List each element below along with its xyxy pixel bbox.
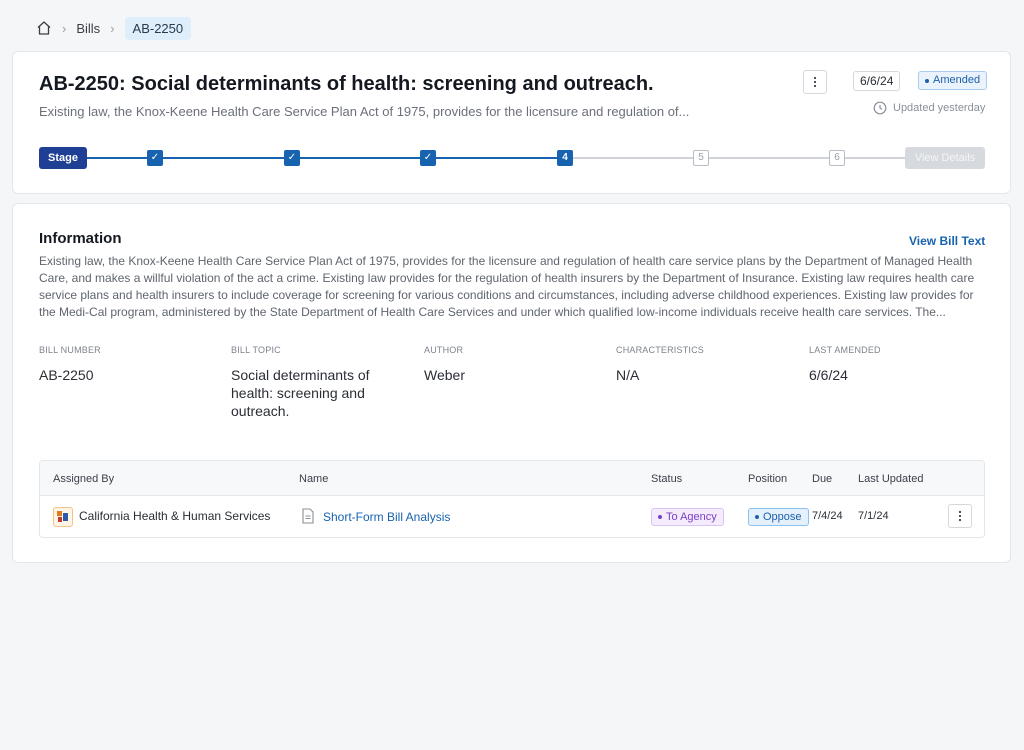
view-bill-text-link[interactable]: View Bill Text <box>909 234 986 248</box>
table-row[interactable]: California Health & Human Services Short… <box>40 496 984 537</box>
document-link[interactable]: Short-Form Bill Analysis <box>323 510 451 524</box>
field-value: N/A <box>616 367 640 383</box>
stage-step-4[interactable]: 4 <box>557 150 573 166</box>
field-author: AUTHOR Weber <box>424 345 594 384</box>
table-header: Assigned By Name Status Position Due Las… <box>40 461 984 496</box>
stage-step-6[interactable]: 6 <box>829 150 845 166</box>
document-icon <box>302 508 314 524</box>
position-label: Oppose <box>763 511 802 523</box>
updated-label: Updated yesterday <box>893 102 986 114</box>
progress-line-remaining <box>573 157 905 159</box>
last-updated-date: 7/1/24 <box>858 510 889 522</box>
field-value: Weber <box>424 367 465 383</box>
view-details-button[interactable]: View Details <box>905 147 985 169</box>
dot-icon <box>925 78 929 83</box>
due-date: 7/4/24 <box>812 510 843 522</box>
field-label: LAST AMENDED <box>809 345 881 355</box>
status-badge: To Agency <box>651 508 724 526</box>
assignments-table: Assigned By Name Status Position Due Las… <box>39 460 985 538</box>
field-label: CHARACTERISTICS <box>616 345 705 355</box>
breadcrumb-bills-link[interactable]: Bills <box>76 20 101 36</box>
chevron-right-icon: › <box>62 20 67 36</box>
stage-step-1[interactable]: ✓ <box>147 150 163 166</box>
agency-logo-icon <box>53 507 73 527</box>
stage-label: Stage <box>39 147 87 169</box>
field-value: Social determinants of health: screening… <box>231 367 370 419</box>
column-name[interactable]: Name <box>299 473 329 485</box>
dot-icon <box>658 515 662 519</box>
field-value: AB-2250 <box>39 367 94 383</box>
field-label: BILL TOPIC <box>231 345 281 355</box>
column-last-updated[interactable]: Last Updated <box>858 473 924 485</box>
breadcrumb-current: AB-2250 <box>124 16 192 40</box>
stage-progress: Stage ✓ ✓ ✓ 4 5 6 View Details <box>39 147 985 169</box>
row-options-button[interactable] <box>948 504 972 528</box>
assigned-by-value: California Health & Human Services <box>79 509 271 523</box>
stage-step-5[interactable]: 5 <box>693 150 709 166</box>
stage-step-2[interactable]: ✓ <box>284 150 300 166</box>
information-body: Existing law, the Knox-Keene Health Care… <box>39 254 975 319</box>
clock-icon <box>873 101 887 115</box>
column-position[interactable]: Position <box>748 473 788 485</box>
page-title: AB-2250: Social determinants of health: … <box>39 73 654 95</box>
kebab-icon <box>813 76 817 88</box>
position-badge: Oppose <box>748 508 809 526</box>
bill-header-card: AB-2250: Social determinants of health: … <box>12 51 1011 194</box>
field-bill-number: BILL NUMBER AB-2250 <box>39 345 209 384</box>
status-badge: Amended <box>918 71 988 90</box>
column-status[interactable]: Status <box>651 473 683 485</box>
field-last-amended: LAST AMENDED 6/6/24 <box>809 345 979 384</box>
column-due[interactable]: Due <box>812 473 833 485</box>
stage-step-3[interactable]: ✓ <box>420 150 436 166</box>
page-subtitle: Existing law, the Knox-Keene Health Care… <box>39 104 690 119</box>
home-icon[interactable] <box>36 20 52 36</box>
status-badge-label: Amended <box>933 74 981 86</box>
field-bill-topic: BILL TOPIC Social determinants of health… <box>231 345 401 420</box>
updated-indicator: Updated yesterday <box>873 101 985 115</box>
information-heading: Information <box>39 230 122 247</box>
amended-date: 6/6/24 <box>853 71 901 91</box>
dot-icon <box>755 515 759 519</box>
column-assigned-by[interactable]: Assigned By <box>53 473 115 485</box>
field-value: 6/6/24 <box>809 367 848 383</box>
more-options-button[interactable] <box>803 70 827 94</box>
information-card: Information View Bill Text Existing law,… <box>12 203 1011 563</box>
breadcrumb: › Bills › AB-2250 <box>36 16 192 40</box>
progress-line-complete <box>87 157 565 159</box>
status-label: To Agency <box>666 511 717 523</box>
field-label: BILL NUMBER <box>39 345 101 355</box>
kebab-icon <box>958 510 962 522</box>
field-characteristics: CHARACTERISTICS N/A <box>616 345 786 384</box>
field-label: AUTHOR <box>424 345 464 355</box>
chevron-right-icon: › <box>110 20 115 36</box>
